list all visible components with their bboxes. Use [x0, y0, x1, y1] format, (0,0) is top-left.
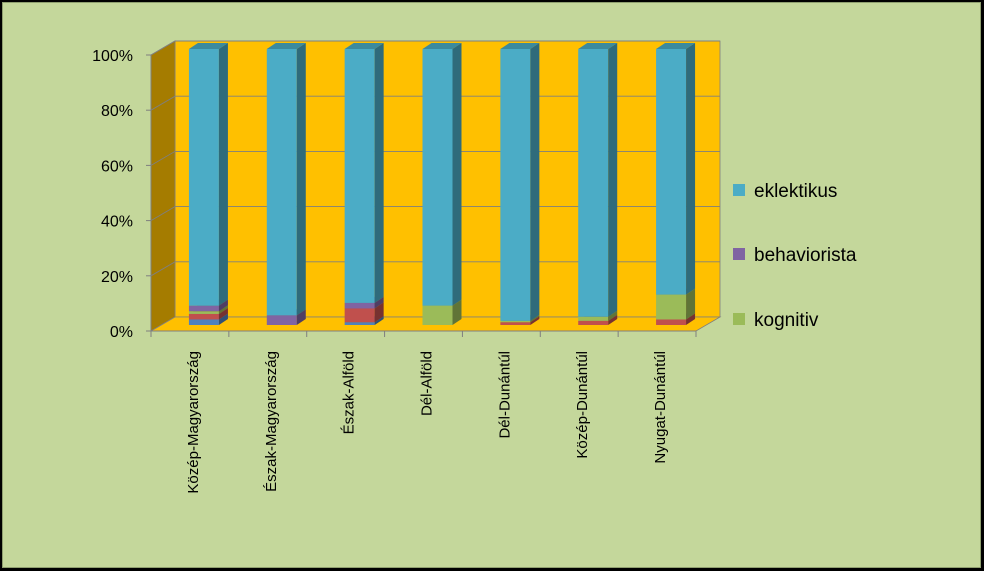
- bar-top: [578, 43, 618, 49]
- bar-side: [374, 302, 384, 323]
- bar-front: [422, 305, 453, 325]
- side-wall: [150, 40, 176, 332]
- y-tick-label: 60%: [101, 158, 133, 175]
- bar-side: [218, 305, 228, 314]
- bar-side: [296, 309, 306, 325]
- bar-segment: [578, 43, 618, 317]
- bar-front: [188, 305, 219, 312]
- legend-swatch: [733, 248, 745, 260]
- bar-stack: [422, 43, 462, 325]
- bar-front: [188, 49, 219, 306]
- x-category-label: Észak-Magyarország: [263, 351, 280, 492]
- bar-stack: [266, 43, 306, 325]
- bar-stack: [656, 43, 696, 325]
- bar-segment: [656, 43, 696, 295]
- bar-front: [500, 322, 531, 325]
- bar-top: [344, 43, 384, 49]
- bar-front: [422, 49, 453, 306]
- bar-side: [218, 313, 228, 325]
- bar-stack: [578, 43, 618, 325]
- bar-front: [344, 308, 375, 323]
- bar-side: [452, 43, 462, 306]
- bar-side: [530, 314, 540, 323]
- bar-side: [608, 43, 618, 317]
- y-axis-ticks: 0% 20% 40% 60% 80% 100%: [92, 48, 151, 341]
- y-tick-label: 40%: [101, 214, 133, 231]
- bar-segment: [344, 43, 384, 303]
- bar-front: [344, 302, 375, 309]
- bar-stack: [188, 43, 228, 325]
- y-tick-label: 0%: [110, 324, 133, 341]
- bar-segment: [500, 43, 540, 321]
- bar-front: [656, 294, 687, 320]
- bar-stack: [500, 43, 540, 325]
- axes: [150, 55, 697, 337]
- bar-top: [188, 43, 228, 49]
- bar-front: [188, 313, 219, 320]
- bar-top: [422, 43, 462, 49]
- bars: [188, 43, 696, 325]
- legend: eklektikus behaviorista kognitiv: [733, 181, 857, 331]
- bar-front: [344, 322, 375, 325]
- bar-front: [578, 320, 609, 325]
- x-category-label: Dél-Alföld: [419, 351, 436, 416]
- legend-label: eklektikus: [754, 181, 837, 202]
- legend-swatch: [733, 313, 745, 325]
- bar-segment: [188, 43, 228, 306]
- bar-front: [188, 311, 219, 314]
- bar-side: [530, 43, 540, 321]
- bar-segment: [266, 43, 306, 316]
- bar-side: [686, 313, 696, 325]
- bar-side: [686, 43, 696, 295]
- bar-top: [266, 43, 306, 49]
- x-axis-labels: Közép-Magyarország Észak-Magyarország Észa…: [185, 351, 669, 494]
- bar-side: [374, 296, 384, 309]
- bar-side: [452, 299, 462, 325]
- bar-side: [218, 299, 228, 312]
- bar-front: [500, 320, 531, 323]
- x-category-label: Dél-Dunántúl: [496, 351, 513, 439]
- x-category-label: Észak-Alföld: [341, 351, 358, 434]
- bar-side: [608, 314, 618, 325]
- gridline: [150, 40, 720, 56]
- legend-label: behaviorista: [754, 245, 857, 266]
- bar-front: [188, 319, 219, 325]
- bar-front: [656, 319, 687, 325]
- bar-front: [500, 49, 531, 321]
- bar-front: [578, 49, 609, 317]
- bar-side: [296, 43, 306, 316]
- y-tick-label: 20%: [101, 269, 133, 286]
- bar-front: [266, 315, 297, 325]
- bar-front: [266, 49, 297, 316]
- bar-side: [530, 316, 540, 325]
- bar-stack: [344, 43, 384, 325]
- y-tick-label: 100%: [92, 48, 133, 65]
- bar-side: [218, 307, 228, 320]
- bar-side: [608, 310, 618, 321]
- bar-side: [374, 316, 384, 325]
- bar-front: [656, 49, 687, 295]
- x-category-label: Nyugat-Dunántúl: [652, 351, 669, 464]
- bar-side: [374, 43, 384, 303]
- x-category-label: Közép-Magyarország: [185, 351, 202, 494]
- bar-front: [578, 316, 609, 321]
- bar-front: [344, 49, 375, 303]
- bar-top: [500, 43, 540, 49]
- bar-segment: [422, 43, 462, 306]
- legend-swatch: [733, 184, 745, 196]
- bar-top: [656, 43, 696, 49]
- bar-side: [218, 43, 228, 306]
- stacked-bar-chart: 0% 20% 40% 60% 80% 100% Közép-Magyarország Ész…: [92, 40, 857, 494]
- bar-side: [686, 288, 696, 320]
- x-category-label: Közép-Dunántúl: [574, 351, 591, 459]
- y-tick-label: 80%: [101, 103, 133, 120]
- legend-label: kognitiv: [754, 310, 819, 331]
